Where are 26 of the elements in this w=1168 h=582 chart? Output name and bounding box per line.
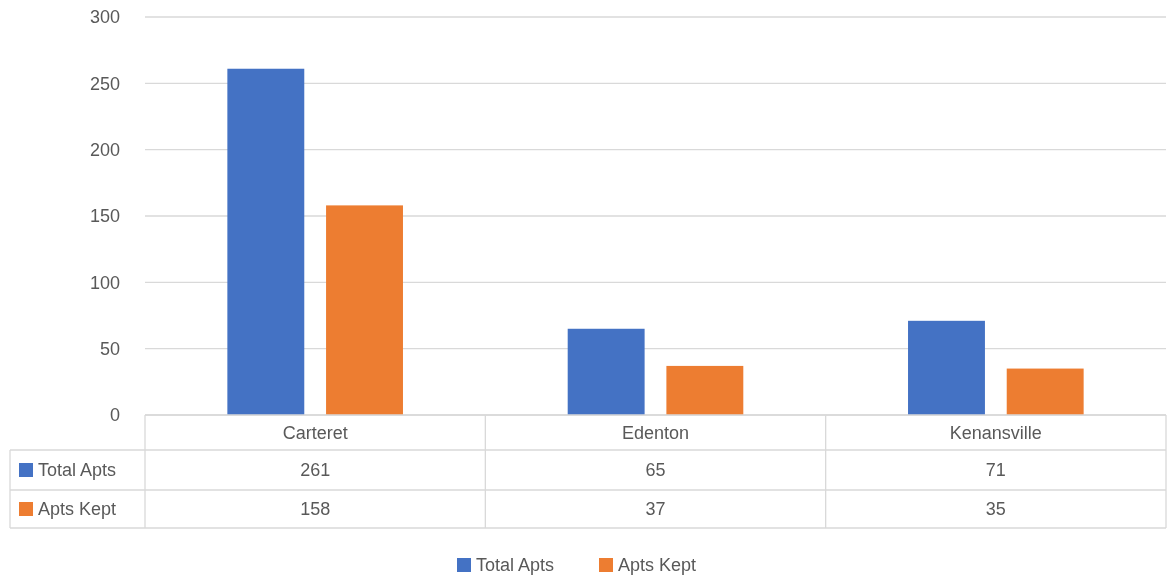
legend-label: Apts Kept [618,555,697,576]
y-tick-label: 0 [109,405,120,426]
text: Total Apts [476,555,555,576]
bar [908,320,985,415]
text: Apts Kept [38,499,117,520]
x-tick-label: Carteret [282,422,348,443]
bar [1006,368,1084,415]
data-label: 71 [985,460,1006,481]
x-tick-label: Edenton [621,422,690,443]
y-tick-label: 200 [89,139,120,160]
data-label: 261 [300,460,331,481]
y-tick-label: 100 [89,272,120,293]
bar [326,205,403,415]
y-tick-label: 50 [99,338,120,359]
y-tick-label: 150 [89,206,120,227]
data-label: 158 [300,499,331,520]
bar [666,365,744,415]
legend-label: Total Apts [38,460,117,481]
x-tick-label: Kenansville [949,422,1042,443]
y-tick-label: 300 [89,7,120,28]
bar [567,328,645,415]
y-tick-label: 250 [89,73,120,94]
data-label: 35 [985,499,1006,520]
bar [227,68,305,415]
data-label: 65 [645,460,666,481]
data-label: 37 [645,499,666,520]
